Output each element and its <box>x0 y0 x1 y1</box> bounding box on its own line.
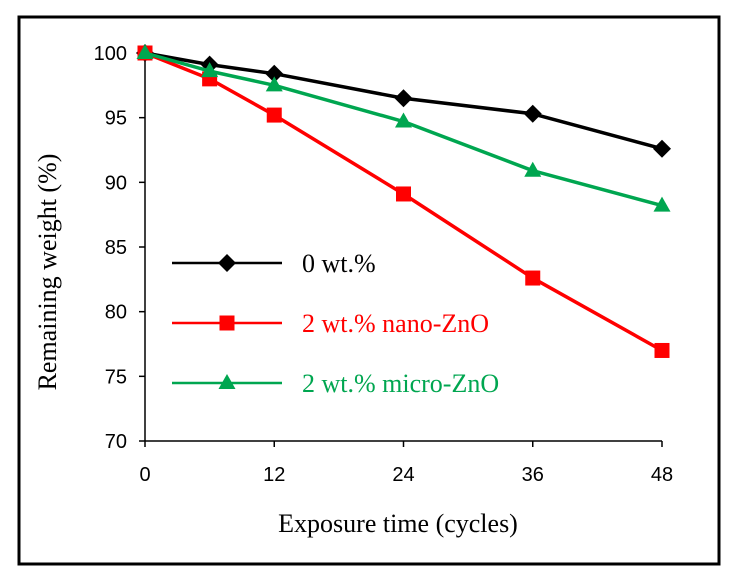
chart-frame <box>17 15 721 566</box>
series-line <box>144 51 663 151</box>
legend-marker <box>218 374 236 389</box>
data-point <box>395 112 412 128</box>
data-point <box>394 89 413 108</box>
x-tick-label: 36 <box>522 464 544 486</box>
legend-label: 2 wt.% nano-ZnO <box>302 309 489 338</box>
data-point <box>524 161 542 177</box>
y-tick-label: 95 <box>105 108 127 130</box>
x-axis-title: Exposure time (cycles) <box>278 509 518 538</box>
data-point <box>654 342 670 358</box>
y-tick-label: 90 <box>105 172 127 194</box>
y-tick-label: 100 <box>94 43 127 65</box>
data-point <box>136 44 154 59</box>
y-axis-title: Remaining weight (%) <box>33 154 62 391</box>
x-tick-label: 0 <box>139 464 150 486</box>
data-point <box>266 107 282 123</box>
x-tick-label: 12 <box>263 464 285 486</box>
y-tick-label: 75 <box>105 366 127 388</box>
data-point <box>265 64 284 83</box>
y-tick-label: 80 <box>105 302 127 324</box>
series-line <box>144 51 663 208</box>
y-tick-label: 70 <box>105 431 127 453</box>
data-point <box>523 104 542 123</box>
legend-marker <box>218 254 236 272</box>
x-tick-label: 48 <box>651 464 673 486</box>
legend-label: 0 wt.% <box>302 249 376 278</box>
legend: 0 wt.% 2 wt.% nano-ZnO 2 wt.% micro-ZnO <box>172 249 499 398</box>
data-point <box>265 76 283 92</box>
x-tick-label: 24 <box>392 464 414 486</box>
legend-item-2: 2 wt.% micro-ZnO <box>172 369 499 398</box>
data-point <box>525 270 541 286</box>
data-point <box>396 186 411 202</box>
series-2 <box>136 44 671 212</box>
legend-item-1: 2 wt.% nano-ZnO <box>172 309 489 338</box>
y-tick-label: 85 <box>105 237 127 259</box>
legend-item-0: 0 wt.% <box>172 249 376 278</box>
series-layer <box>136 44 671 358</box>
axes: 70 75 80 85 90 95 100 0 12 24 36 48 <box>94 43 674 486</box>
series-line <box>144 51 663 352</box>
legend-marker <box>219 315 235 331</box>
data-point <box>653 196 671 212</box>
data-point <box>653 139 671 158</box>
data-point <box>201 62 219 78</box>
legend-label: 2 wt.% micro-ZnO <box>302 369 499 398</box>
